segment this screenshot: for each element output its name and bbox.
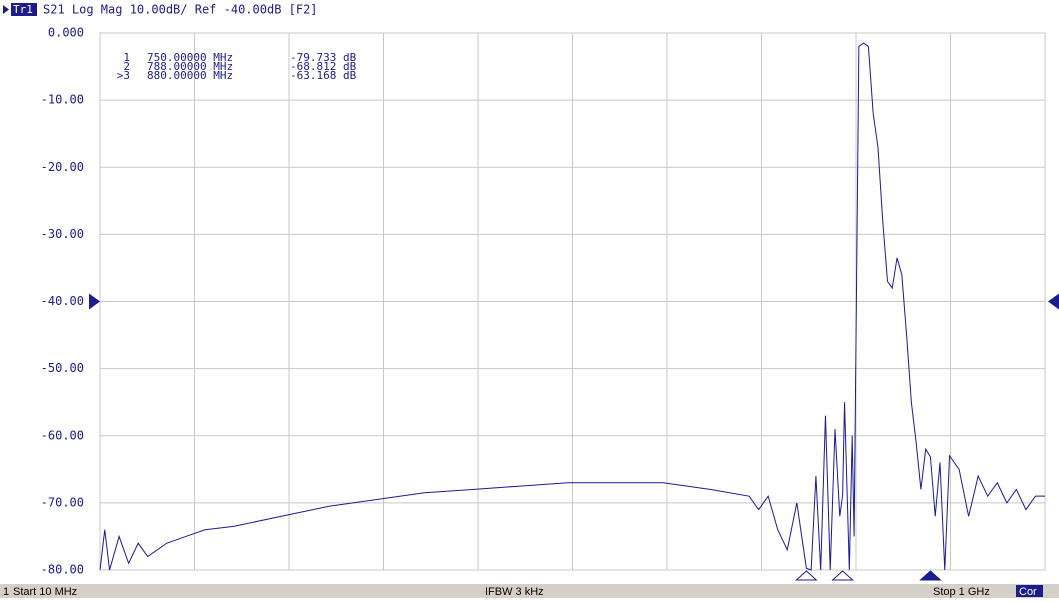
y-tick-label: -20.00 [41,160,84,174]
cor-box [1016,585,1043,597]
marker-name: 2 [123,60,130,73]
chart-title: S21 Log Mag 10.00dB/ Ref -40.00dB [F2] [43,3,318,17]
marker-value: -63.168 dB [290,69,357,82]
trace [99,42,1045,571]
y-tick-label: -10.00 [41,93,84,107]
trace-tag-box [11,3,37,16]
status-bar: 1 Start 10 MHz IFBW 3 kHz Stop 1 GHz Cor [0,584,1059,598]
ref-arrow-right [1048,293,1059,310]
ifbw: IFBW 3 kHz [485,586,544,598]
start-freq: Start 10 MHz [13,586,77,598]
y-tick-label: -40.00 [41,294,84,308]
channel: 1 [3,586,9,598]
marker-freq: 880.00000 MHz [147,69,233,82]
marker-freq: 750.00000 MHz [147,51,233,64]
marker-value: -68.812 dB [290,60,357,73]
y-tick-label: 0.000 [48,26,84,40]
marker-freq: 788.00000 MHz [147,60,233,73]
marker-triangle [831,570,854,581]
trace-arrow [3,5,9,14]
status-bg [0,584,1059,598]
trace-tag: Tr1 [13,3,33,16]
marker-triangle [795,570,818,581]
y-tick-label: -60.00 [41,428,84,442]
y-tick-label: -50.00 [41,361,84,375]
correction: Cor [1019,586,1037,598]
marker-name: >3 [117,69,130,82]
y-tick-label: -80.00 [41,563,84,577]
marker-triangle [919,570,942,581]
marker-value: -79.733 dB [290,51,357,64]
y-tick-label: -30.00 [41,227,84,241]
y-tick-label: -70.00 [41,495,84,509]
marker-name: 1 [123,51,130,64]
stop-freq: Stop 1 GHz [933,586,990,598]
ref-arrow-left [89,293,100,310]
